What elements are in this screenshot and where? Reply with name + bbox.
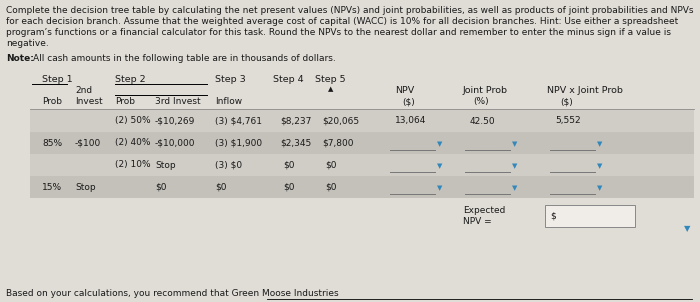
Text: Prob: Prob: [115, 97, 135, 106]
Text: 15%: 15%: [42, 182, 62, 191]
Text: ($): ($): [402, 97, 414, 106]
Text: ▼: ▼: [437, 141, 442, 147]
Text: ▼: ▼: [597, 185, 603, 191]
Text: Step 1: Step 1: [42, 75, 73, 84]
Text: NPV =: NPV =: [463, 217, 491, 226]
Text: Invest: Invest: [75, 97, 103, 106]
Bar: [545, 205, 635, 227]
Text: Joint Prob: Joint Prob: [463, 86, 508, 95]
Text: Step 4: Step 4: [273, 75, 304, 84]
Bar: [30, 132, 694, 154]
Text: 3rd Invest: 3rd Invest: [155, 97, 201, 106]
Text: $20,065: $20,065: [322, 117, 359, 126]
Text: $0: $0: [325, 182, 337, 191]
Text: ▼: ▼: [437, 163, 442, 169]
Text: ▼: ▼: [512, 141, 517, 147]
Text: program’s functions or a financial calculator for this task. Round the NPVs to t: program’s functions or a financial calcu…: [6, 28, 671, 37]
Text: -$100: -$100: [75, 139, 101, 147]
Text: $0: $0: [283, 160, 295, 169]
Text: $0: $0: [155, 182, 167, 191]
Text: (%): (%): [473, 97, 489, 106]
Text: NPV x Joint Prob: NPV x Joint Prob: [547, 86, 623, 95]
Text: Note:: Note:: [6, 54, 34, 63]
Text: $0: $0: [325, 160, 337, 169]
Text: 2nd: 2nd: [75, 86, 92, 95]
Text: -$10,000: -$10,000: [155, 139, 195, 147]
Text: Step 3: Step 3: [215, 75, 246, 84]
Text: Based on your calculations, you recommend that Green Moose Industries: Based on your calculations, you recommen…: [6, 289, 339, 298]
Text: $0: $0: [283, 182, 295, 191]
Text: $: $: [550, 211, 556, 220]
Text: (3) $4,761: (3) $4,761: [215, 117, 262, 126]
Text: Inflow: Inflow: [215, 97, 242, 106]
Text: ▼: ▼: [512, 163, 517, 169]
Text: Prob: Prob: [42, 97, 62, 106]
Bar: [30, 176, 694, 198]
Text: -$10,269: -$10,269: [155, 117, 195, 126]
Text: for each decision branch. Assume that the weighted average cost of capital (WACC: for each decision branch. Assume that th…: [6, 17, 678, 26]
Text: 42.50: 42.50: [470, 117, 496, 126]
Text: 13,064: 13,064: [395, 117, 426, 126]
Text: ($): ($): [560, 97, 573, 106]
Text: 85%: 85%: [42, 139, 62, 147]
Text: 5,552: 5,552: [555, 117, 580, 126]
Text: ▲: ▲: [328, 86, 333, 92]
Text: $8,237: $8,237: [280, 117, 312, 126]
Text: ▼: ▼: [683, 224, 690, 233]
Text: (2) 50%: (2) 50%: [115, 117, 150, 126]
Bar: [30, 154, 694, 176]
Text: Stop: Stop: [75, 182, 96, 191]
Text: $2,345: $2,345: [280, 139, 312, 147]
Text: All cash amounts in the following table are in thousands of dollars.: All cash amounts in the following table …: [33, 54, 336, 63]
Text: (3) $1,900: (3) $1,900: [215, 139, 262, 147]
Text: Step 5: Step 5: [315, 75, 346, 84]
Text: Stop: Stop: [155, 160, 176, 169]
Text: ▼: ▼: [597, 141, 603, 147]
Bar: [30, 110, 694, 132]
Text: Expected: Expected: [463, 206, 505, 215]
Text: (3) $0: (3) $0: [215, 160, 242, 169]
Text: ▼: ▼: [597, 163, 603, 169]
Text: Complete the decision tree table by calculating the net present values (NPVs) an: Complete the decision tree table by calc…: [6, 6, 694, 15]
Text: (2) 40%: (2) 40%: [115, 139, 150, 147]
Text: $7,800: $7,800: [322, 139, 354, 147]
Text: ▼: ▼: [437, 185, 442, 191]
Text: (2) 10%: (2) 10%: [115, 160, 150, 169]
Text: negative.: negative.: [6, 39, 49, 48]
Text: NPV: NPV: [395, 86, 414, 95]
Text: Step 2: Step 2: [115, 75, 146, 84]
Text: $0: $0: [215, 182, 227, 191]
Text: ▼: ▼: [512, 185, 517, 191]
